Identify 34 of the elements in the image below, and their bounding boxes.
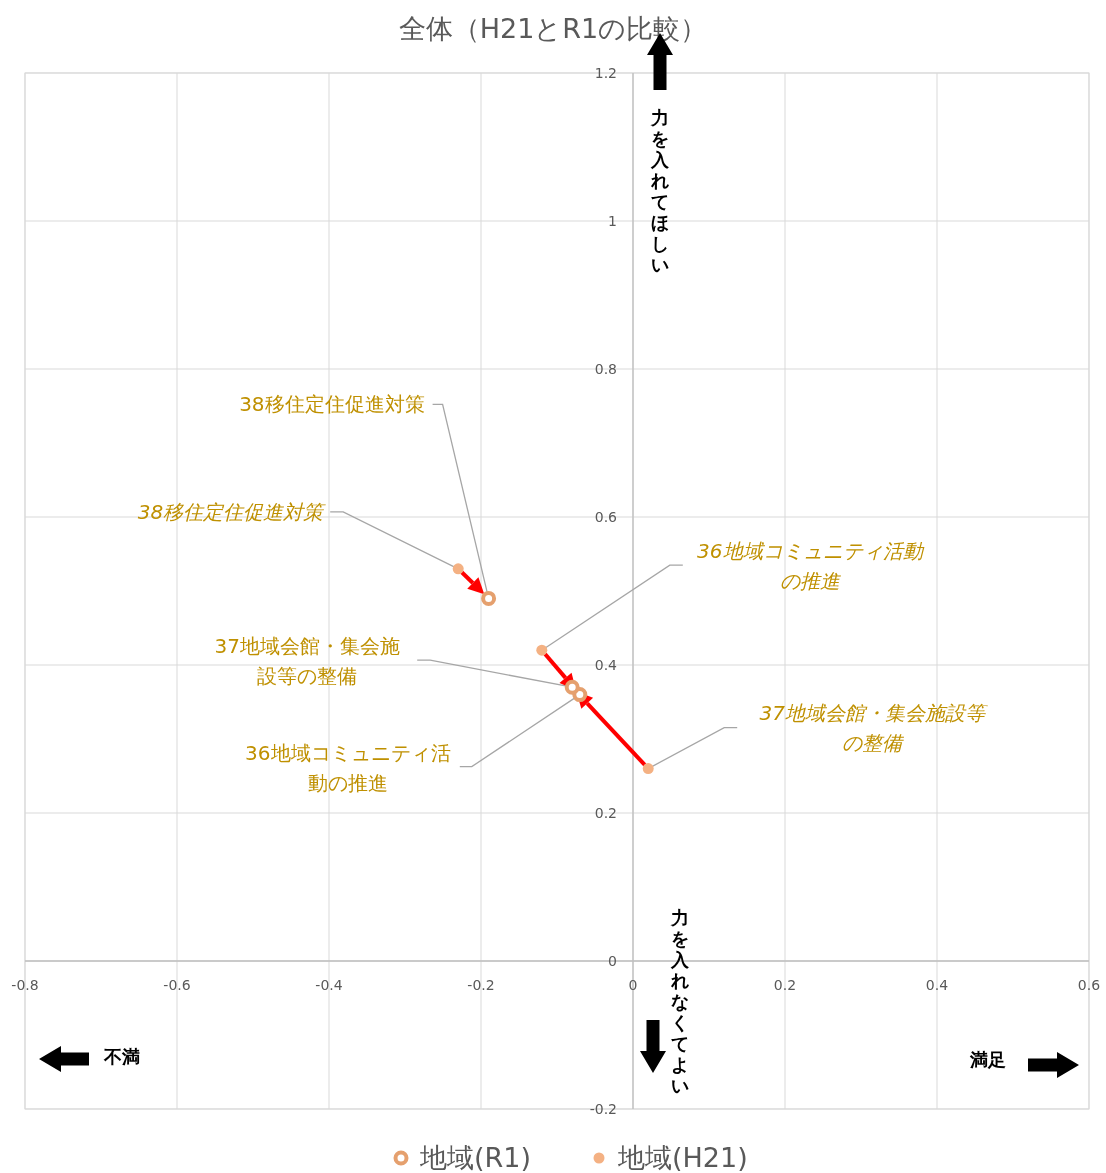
legend-label: 地域(H21) bbox=[617, 1142, 748, 1173]
x-tick-label: 0.4 bbox=[925, 977, 949, 993]
y-tick-label: 0.2 bbox=[594, 805, 617, 821]
annotation: 不満 bbox=[103, 1046, 140, 1067]
y-tick-label: 1.2 bbox=[594, 65, 617, 81]
point bbox=[564, 679, 580, 695]
x-tick-label: -0.2 bbox=[467, 977, 495, 993]
y-tick-label: -0.2 bbox=[589, 1101, 617, 1117]
annotation: 満足 bbox=[969, 1049, 1006, 1070]
x-tick-label: 0 bbox=[628, 977, 638, 993]
x-tick-label: 0.6 bbox=[1077, 977, 1101, 993]
x-tick-label: -0.4 bbox=[315, 977, 343, 993]
annotation: 36地域コミュニティ活動の推進 bbox=[245, 740, 451, 795]
y-tick-label: 0.4 bbox=[594, 657, 618, 673]
annotation: 37地域会館・集会施設等の整備 bbox=[759, 700, 988, 755]
annotation: 37地域会館・集会施設等の整備 bbox=[214, 634, 400, 689]
annotation: 36地域コミュニティ活動の推進 bbox=[697, 539, 925, 594]
point bbox=[642, 763, 654, 775]
text: 力を入れなくてよい bbox=[671, 907, 689, 1096]
point bbox=[536, 644, 548, 656]
point bbox=[481, 590, 497, 606]
x-tick-label: -0.6 bbox=[163, 977, 191, 993]
annotation: 38移住定住促進対策 bbox=[137, 499, 327, 524]
y-tick-label: 0 bbox=[608, 953, 617, 969]
y-tick-label: 1 bbox=[608, 213, 617, 229]
annotation: 力を入れてほしい bbox=[650, 107, 670, 275]
x-tick-label: -0.8 bbox=[11, 977, 39, 993]
point bbox=[452, 563, 464, 575]
y-tick-label: 0.6 bbox=[594, 509, 618, 525]
y-tick-label: 0.8 bbox=[594, 361, 617, 377]
chart-title: 全体（H21とR1の比較） bbox=[398, 13, 708, 44]
annotation: 38移住定住促進対策 bbox=[239, 392, 425, 417]
legend-label: 地域(R1) bbox=[419, 1142, 532, 1173]
x-tick-label: 0.2 bbox=[773, 977, 797, 993]
